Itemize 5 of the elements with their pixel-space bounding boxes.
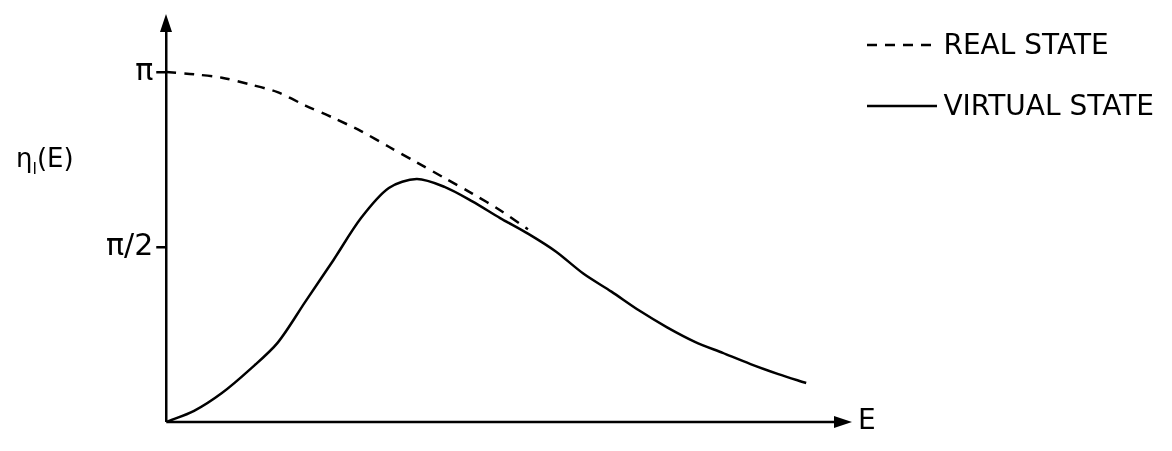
y-tick-label: π <box>135 51 154 87</box>
legend-label: REAL STATE <box>943 28 1109 61</box>
legend-label: VIRTUAL STATE <box>943 89 1154 122</box>
x-axis-title: E <box>858 403 876 437</box>
y-tick-label: π/2 <box>105 226 154 262</box>
